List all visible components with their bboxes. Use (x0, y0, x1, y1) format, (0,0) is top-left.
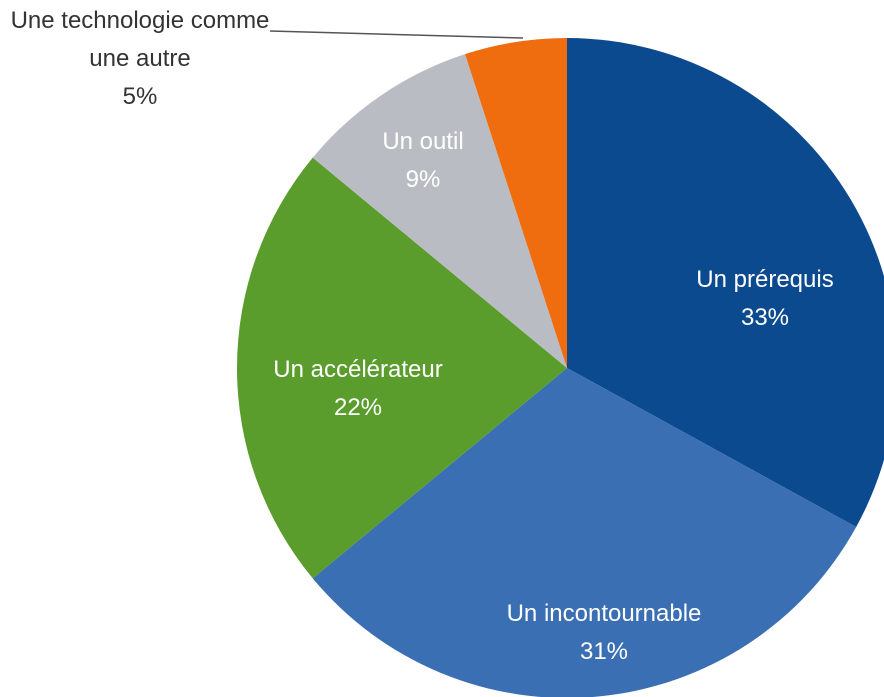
pie-slice (465, 38, 567, 368)
pie-slice (312, 54, 567, 369)
slice-label: Une technologie comme une autre 5% (10, 2, 270, 116)
leader-line (269, 30, 524, 39)
value-label: 9% (405, 166, 441, 193)
slice-label: Un accélérateur 22% (228, 351, 488, 427)
slice-label: Un prérequis 33% (655, 261, 875, 337)
category-name: Un accélérateur (273, 356, 443, 383)
pie-slice (236, 157, 568, 579)
category-name: Un outil (382, 128, 464, 155)
value-label: 5% (122, 83, 158, 110)
pie-slice (567, 38, 884, 527)
pie-slice (312, 368, 857, 697)
category-name: Un incontournable (506, 600, 702, 627)
slice-label: Un outil 9% (353, 123, 493, 199)
value-label: 31% (579, 638, 629, 665)
value-label: 22% (333, 394, 383, 421)
slice-label: Un incontournable 31% (454, 595, 754, 671)
category-name: Une technologie comme une autre (10, 7, 270, 72)
category-name: Un prérequis (696, 266, 834, 293)
value-label: 33% (740, 304, 790, 331)
